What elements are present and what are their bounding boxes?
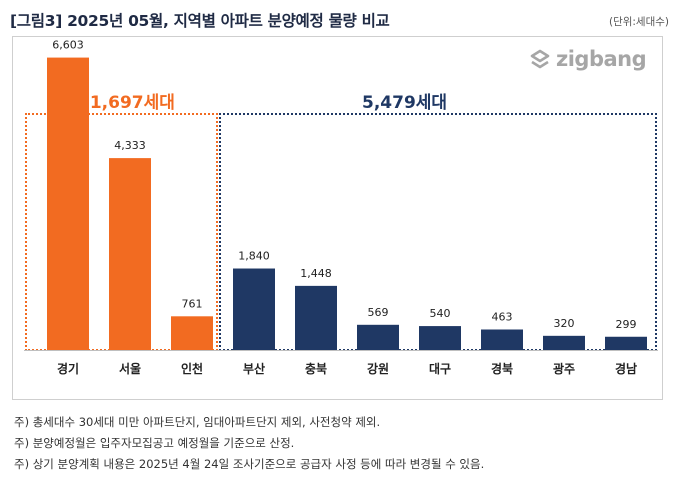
data-label-7: 463 (492, 310, 513, 323)
footnotes: 주) 총세대수 30세대 미만 아파트단지, 임대아파트단지 제외, 사전청약 … (14, 412, 484, 475)
category-label-1: 서울 (119, 361, 141, 376)
bar-9 (605, 336, 647, 350)
data-label-0: 6,603 (52, 39, 84, 52)
footnote-1: 주) 총세대수 30세대 미만 아파트단지, 임대아파트단지 제외, 사전청약 … (14, 415, 381, 429)
data-label-1: 4,333 (114, 139, 146, 152)
data-label-4: 1,448 (300, 267, 332, 280)
category-label-0: 경기 (57, 361, 79, 376)
category-label-5: 강원 (367, 362, 389, 376)
bar-4 (295, 285, 337, 350)
bar-0 (47, 57, 89, 351)
zigbang-logo-icon (530, 49, 550, 69)
zigbang-logo: zigbang (529, 47, 647, 71)
bar-7 (481, 329, 523, 350)
category-label-9: 경남 (615, 361, 637, 376)
other-region-total: 5,479세대 (362, 93, 448, 113)
data-label-9: 299 (616, 318, 637, 331)
bar-1 (109, 158, 151, 350)
category-label-6: 대구 (429, 362, 451, 376)
data-label-8: 320 (554, 317, 575, 330)
data-label-3: 1,840 (238, 250, 270, 263)
category-label-8: 광주 (553, 361, 575, 376)
chart-title: [그림3] 2025년 05월, 지역별 아파트 분양예정 물량 비교 (10, 12, 390, 30)
bar-2 (171, 316, 213, 350)
category-label-2: 인천 (181, 361, 203, 376)
category-label-7: 경북 (491, 362, 513, 376)
zigbang-logo-text: zigbang (556, 47, 647, 71)
data-label-5: 569 (368, 306, 389, 319)
category-label-4: 충북 (305, 361, 327, 376)
data-label-6: 540 (430, 307, 451, 320)
bar-6 (419, 326, 461, 350)
bar-3 (233, 268, 275, 350)
bar-chart: 6,603 경기 4,333 서울 761 인천 1,840 부산 1,448 충북 569 강원 54… (24, 39, 658, 376)
bar-8 (543, 335, 585, 350)
capital-region-total: 11,697세대 (78, 93, 175, 113)
chart-frame (12, 36, 663, 400)
bar-5 (357, 324, 399, 350)
footnote-2: 주) 분양예정월은 입주자모집공고 예정월을 기준으로 산정. (14, 436, 295, 450)
footnote-3: 주) 상기 분양계획 내용은 2025년 4월 24일 조사기준으로 공급자 사… (14, 457, 485, 471)
data-label-2: 761 (182, 297, 203, 310)
unit-label: (단위:세대수) (608, 16, 669, 28)
category-label-3: 부산 (243, 361, 265, 376)
